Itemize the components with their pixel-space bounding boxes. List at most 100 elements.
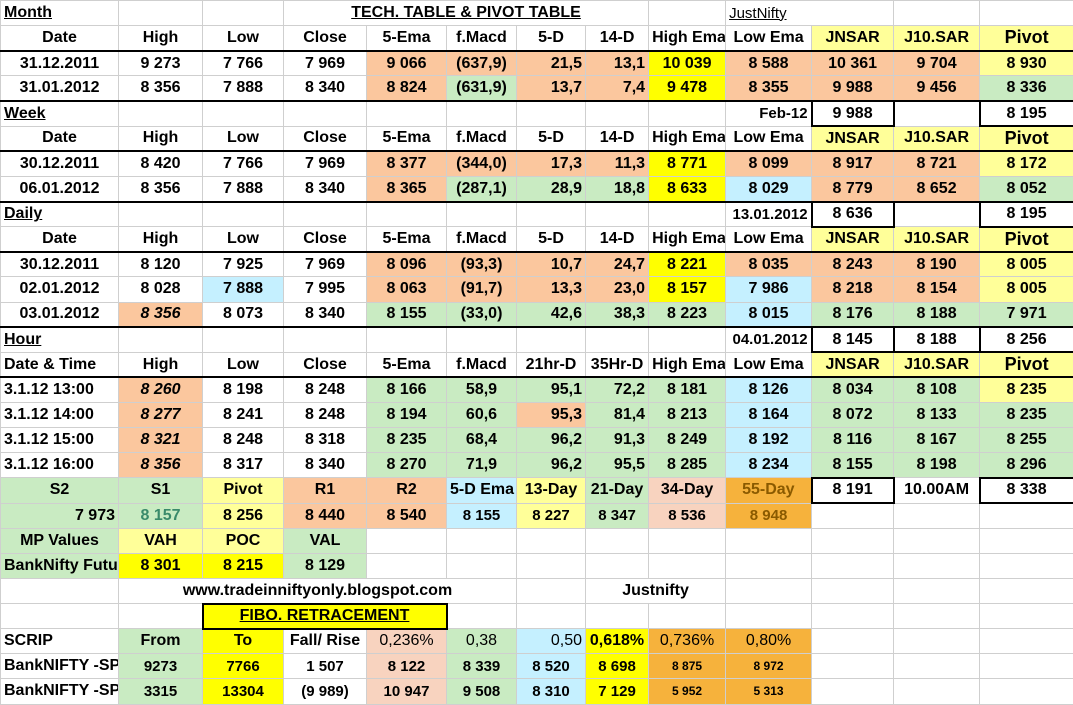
table-cell: 7 129 [584, 678, 650, 705]
table-row: BankNIFTY -SPOT 3315 13304 (9 989) 10 94… [0, 678, 1073, 705]
empty-cell [979, 527, 1073, 554]
empty-cell [0, 577, 119, 605]
table-cell: 1 507 [283, 653, 367, 680]
header-5d: 5-D [516, 25, 586, 52]
table-cell: 3315 [118, 678, 203, 705]
table-cell: 8 198 [202, 376, 284, 404]
cell-date: 31.01.2012 [0, 75, 119, 102]
cell-date: 31.12.2011 [0, 50, 119, 77]
table-cell: 8 336 [979, 75, 1073, 102]
table-cell: Pivot [979, 226, 1073, 253]
header-close: Close [283, 25, 367, 52]
mp-poc-value: 8 215 [202, 552, 284, 579]
table-cell: 8 005 [979, 251, 1073, 278]
section-hour-label: Hour [0, 326, 119, 353]
empty-cell [979, 653, 1073, 680]
table-cell: 8 243 [811, 251, 895, 278]
table-cell: 8 072 [811, 401, 895, 429]
table-cell: 68,4 [446, 427, 517, 454]
table-cell: 30.12.2011 [0, 150, 119, 177]
table-cell: High Ema [648, 351, 727, 379]
table-cell: 8 296 [979, 452, 1073, 479]
table-cell: 8 377 [366, 150, 447, 177]
table-cell: 8 028 [118, 276, 203, 303]
empty-cell [979, 0, 1073, 27]
table-cell: 8 260 [118, 376, 203, 404]
hour-jnsar-value: 8 145 [810, 326, 895, 354]
table-cell: 8 029 [725, 175, 813, 203]
table-cell: 35Hr-D [584, 351, 650, 379]
hour-j10sar-value: 8 188 [892, 326, 981, 354]
empty-cell [516, 200, 586, 228]
table-cell: 8 155 [366, 301, 447, 328]
table-cell: 8 520 [516, 653, 586, 680]
table-cell: 8 930 [979, 50, 1073, 77]
table-cell: 38,3 [584, 301, 650, 328]
table-cell: Close [283, 125, 367, 153]
empty-cell [893, 653, 981, 680]
empty-cell [516, 577, 586, 605]
table-cell: 8 972 [725, 653, 813, 680]
blog-url-link[interactable]: www.tradeinniftyonly.blogspot.com [118, 577, 517, 605]
empty-cell [366, 200, 447, 228]
empty-cell [118, 326, 203, 353]
level-label-pivot: Pivot [202, 477, 284, 504]
empty-cell [893, 577, 981, 605]
levels-pivot-value: 8 338 [978, 476, 1073, 505]
table-cell: 8 277 [118, 401, 203, 429]
table-cell: High Ema [648, 125, 727, 153]
empty-cell [118, 200, 203, 228]
table-cell: 9 066 [366, 50, 447, 77]
empty-cell [366, 99, 447, 127]
table-cell: 8 255 [979, 427, 1073, 454]
table-cell: 8 633 [648, 175, 727, 203]
level-value-pivot: 8 256 [202, 502, 284, 529]
mp-values-label: MP Values [0, 527, 119, 554]
level-value-r2: 8 540 [366, 502, 447, 529]
level-value-55-day: 8 948 [725, 502, 813, 529]
table-cell: 8 365 [366, 175, 447, 203]
empty-cell [516, 326, 586, 353]
table-cell: 8 176 [811, 301, 895, 328]
header-j10sar: J10.SAR [893, 25, 981, 52]
header-date: Date [0, 25, 119, 52]
table-cell: 9 273 [118, 50, 203, 77]
table-row: 30.12.2011 8 420 7 766 7 969 8 377 (344,… [0, 150, 1073, 177]
table-cell: (9 989) [283, 678, 367, 705]
table-cell: 7 766 [202, 150, 284, 177]
empty-cell [811, 628, 895, 655]
table-cell: 95,3 [516, 401, 586, 429]
table-cell: BankNIFTY -SPOT [0, 653, 119, 680]
justnifty-link[interactable]: JustNifty [725, 0, 895, 27]
table-row: 31.12.2011 9 273 7 766 7 969 9 066 (637,… [0, 50, 1073, 77]
empty-cell [893, 552, 981, 579]
table-cell: 7 971 [979, 301, 1073, 328]
empty-cell [811, 653, 895, 680]
empty-cell [202, 99, 284, 127]
table-cell: 8 356 [118, 301, 203, 328]
table-cell: 8 420 [118, 150, 203, 177]
table-row: 3.1.12 14:00 8 277 8 241 8 248 8 194 60,… [0, 401, 1073, 429]
header-5ema: 5-Ema [366, 25, 447, 52]
table-cell: 9 508 [446, 678, 517, 705]
level-label-13-day: 13-Day [516, 477, 586, 504]
table-cell: 8 652 [893, 175, 981, 203]
table-cell: 8 133 [893, 401, 981, 429]
table-cell: 8 235 [979, 376, 1073, 404]
empty-cell [979, 577, 1073, 605]
table-cell: 3.1.12 13:00 [0, 376, 119, 404]
table-cell: 8 073 [202, 301, 284, 328]
week-pivot-value: 8 195 [978, 99, 1073, 128]
table-cell: 8 588 [725, 50, 813, 77]
empty-cell [584, 602, 650, 630]
table-cell: 8 917 [811, 150, 895, 177]
table-cell: 8 126 [725, 376, 813, 404]
table-cell: 8 241 [202, 401, 284, 429]
empty-cell [446, 602, 517, 630]
empty-cell [725, 552, 813, 579]
table-cell: 8 339 [446, 653, 517, 680]
table-cell: 13304 [202, 678, 284, 705]
fibo-header-038: 0,38 [446, 628, 517, 655]
section-week-label: Week [0, 99, 119, 127]
